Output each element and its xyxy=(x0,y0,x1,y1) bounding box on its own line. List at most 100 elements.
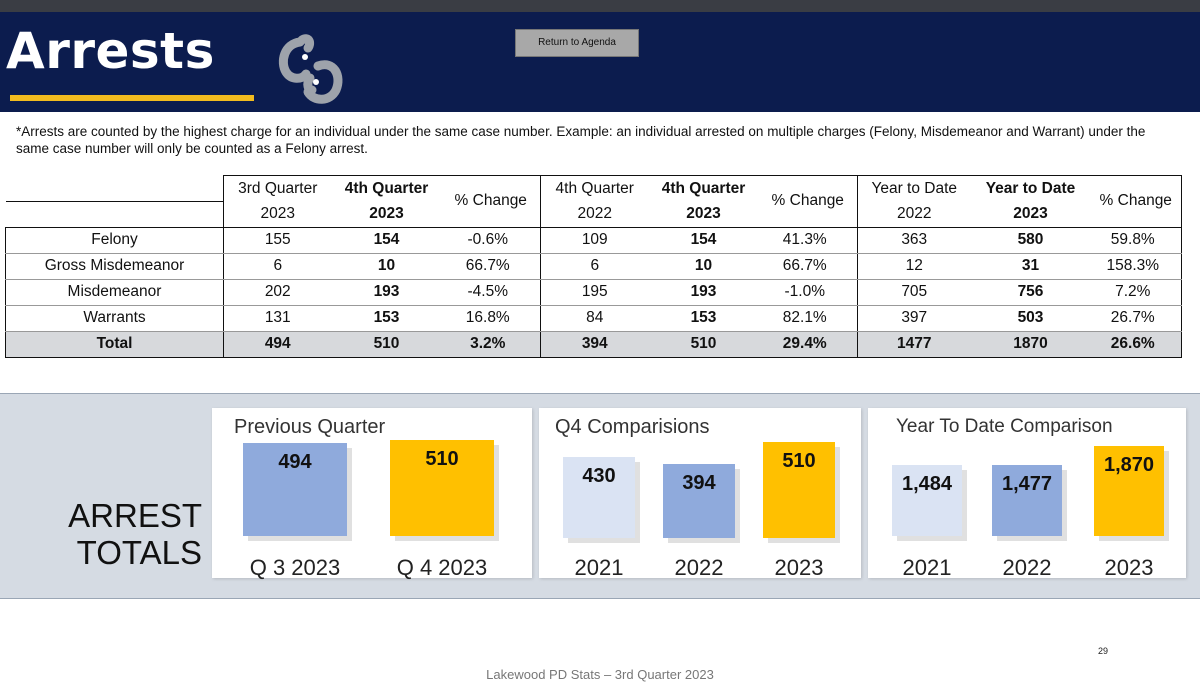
chart-title: Q4 Comparisions xyxy=(555,416,710,438)
table-cell: 131 xyxy=(223,305,332,332)
header-cell: 2022 xyxy=(577,204,612,222)
table-cell: 16.8% xyxy=(441,305,541,332)
table-cell: 705 xyxy=(857,279,971,306)
table-cell: 1870 xyxy=(970,330,1091,358)
header-cell: 4th Quarter xyxy=(648,175,759,201)
ytd-comparison-chart: Year To Date Comparison 1,484 2021 1,477 20… xyxy=(868,408,1186,580)
table-cell: -4.5% xyxy=(441,279,541,306)
table-cell: 84 xyxy=(540,305,649,332)
table-row: Felony 155 154 -0.6% 109 154 41.3% 363 580 59.8% xyxy=(5,226,1182,254)
bar-2022: 1,477 xyxy=(992,465,1062,536)
table-cell: 158.3% xyxy=(1090,253,1182,280)
chart-title: Previous Quarter xyxy=(234,416,386,438)
table-cell: 6 xyxy=(223,253,332,280)
header-cell: 2023 xyxy=(1013,204,1048,222)
table-cell: -0.6% xyxy=(441,226,541,254)
table-cell: 3.2% xyxy=(441,330,541,358)
table-cell: 154 xyxy=(331,226,442,254)
table-cell: 193 xyxy=(648,279,759,306)
table-cell: 503 xyxy=(970,305,1091,332)
row-label: Total xyxy=(5,330,224,358)
table-cell: 193 xyxy=(331,279,442,306)
table-total-row: Total 494 510 3.2% 394 510 29.4% 1477 1870 26.6% xyxy=(5,330,1182,358)
bar-2023: 1,870 xyxy=(1094,446,1164,536)
bar-value-label: 1,477 xyxy=(1001,473,1053,495)
table-cell: 580 xyxy=(970,226,1091,254)
table-cell: 41.3% xyxy=(758,226,858,254)
handcuffs-icon xyxy=(278,34,343,104)
header-cell: 4th Quarter xyxy=(540,175,649,201)
table-cell: 6 xyxy=(540,253,649,280)
category-label: 2021 xyxy=(902,555,952,580)
header-cell: 2023 xyxy=(369,204,404,222)
table-cell: 153 xyxy=(648,305,759,332)
category-label: 2021 xyxy=(574,555,624,580)
chart-title: Year To Date Comparison xyxy=(896,416,1113,437)
header-cell: 3rd Quarter xyxy=(223,175,332,201)
table-cell: 31 xyxy=(970,253,1091,280)
bar-2022: 394 xyxy=(663,464,735,538)
footer: Lakewood PD Stats – 3rd Quarter 2023 xyxy=(486,667,714,682)
page-number: 29 xyxy=(1098,646,1109,656)
table-row: Warrants 131 153 16.8% 84 153 82.1% 397 503 26.7% xyxy=(5,305,1182,332)
row-label: Misdemeanor xyxy=(5,279,224,306)
table-cell: 195 xyxy=(540,279,649,306)
table-cell: 397 xyxy=(857,305,971,332)
table-cell: 202 xyxy=(223,279,332,306)
table-cell: 154 xyxy=(648,226,759,254)
window-top-strip xyxy=(0,0,1200,12)
table-cell: 10 xyxy=(648,253,759,280)
header-cell: % Change xyxy=(758,175,858,227)
table-cell: 66.7% xyxy=(441,253,541,280)
q4-comparisons-chart: Q4 Comparisions 430 2021 394 2022 510 2023 xyxy=(539,408,861,580)
table-cell: -1.0% xyxy=(758,279,858,306)
previous-quarter-chart: Previous Quarter 494 Q 3 2023 510 Q 4 2023 xyxy=(212,408,532,580)
bar-value-label: 510 xyxy=(782,450,816,472)
header-cell: % Change xyxy=(441,175,541,227)
table-cell: 59.8% xyxy=(1090,226,1182,254)
bar-2021: 1,484 xyxy=(892,465,962,536)
bar-value-label: 1,870 xyxy=(1103,454,1155,476)
table-cell: 109 xyxy=(540,226,649,254)
bar-2023: 510 xyxy=(763,442,835,538)
row-label: Gross Misdemeanor xyxy=(5,253,224,280)
table-cell: 153 xyxy=(331,305,442,332)
header-cell: 2023 xyxy=(223,201,332,227)
totals-label-line-2: TOTALS xyxy=(76,534,202,571)
table-cell: 494 xyxy=(223,330,332,358)
header-cell: 2023 xyxy=(686,204,721,222)
category-label: 2023 xyxy=(1104,555,1154,580)
arrests-table: 3rd Quarter 4th Quarter % Change 4th Qua… xyxy=(5,175,1182,358)
arrest-totals-label: ARREST TOTALS xyxy=(40,497,202,571)
table-cell: 12 xyxy=(857,253,971,280)
table-cell: 394 xyxy=(540,330,649,358)
return-to-agenda-button[interactable]: Return to Agenda xyxy=(515,29,639,57)
table-cell: 7.2% xyxy=(1090,279,1182,306)
header-cell: 2022 xyxy=(897,204,932,222)
bar-value-label: 394 xyxy=(682,472,716,494)
category-label: Q 3 2023 xyxy=(249,555,341,580)
table-cell: 82.1% xyxy=(758,305,858,332)
row-label: Felony xyxy=(5,226,224,254)
bar-value-label: 1,484 xyxy=(901,473,953,495)
table-cell: 66.7% xyxy=(758,253,858,280)
table-row: Misdemeanor 202 193 -4.5% 195 193 -1.0% 705 756 7… xyxy=(5,279,1182,306)
category-label: 2022 xyxy=(674,555,724,580)
table-cell: 510 xyxy=(331,330,442,358)
table-cell: 155 xyxy=(223,226,332,254)
table-cell: 29.4% xyxy=(758,330,858,358)
header-cell: % Change xyxy=(1090,175,1182,227)
bar-value-label: 510 xyxy=(425,448,459,470)
category-label: Q 4 2023 xyxy=(396,555,488,580)
table-cell: 26.7% xyxy=(1090,305,1182,332)
totals-label-line-1: ARREST xyxy=(68,497,202,534)
category-label: 2023 xyxy=(774,555,824,580)
table-cell: 363 xyxy=(857,226,971,254)
table-cell: 26.6% xyxy=(1090,330,1182,358)
table-body: Felony 155 154 -0.6% 109 154 41.3% 363 580 59.8% G… xyxy=(5,226,1182,358)
table-row: Gross Misdemeanor 6 10 66.7% 6 10 66.7% 12 31 158… xyxy=(5,253,1182,280)
category-label: 2022 xyxy=(1002,555,1052,580)
table-header-row-1: 3rd Quarter 4th Quarter % Change 4th Qua… xyxy=(5,175,1182,227)
title-underline xyxy=(10,95,254,101)
table-cell: 756 xyxy=(970,279,1091,306)
